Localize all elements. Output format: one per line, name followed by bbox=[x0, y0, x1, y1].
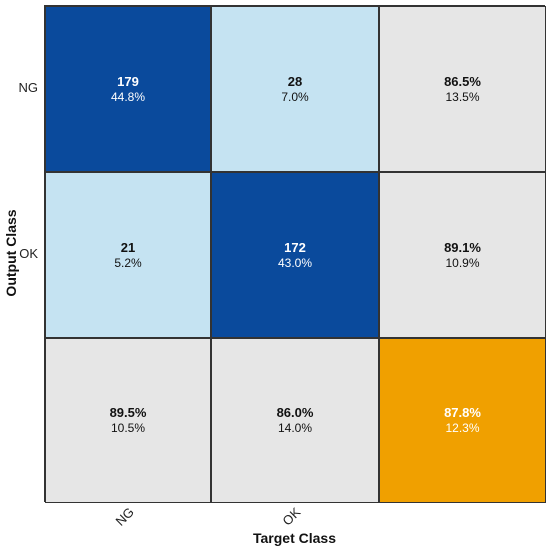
cell-count: 172 bbox=[284, 239, 306, 255]
matrix-cell-r0-c0: 179 44.8% bbox=[45, 6, 211, 172]
cell-count: 87.8% bbox=[444, 405, 481, 420]
cell-count: 89.1% bbox=[444, 239, 481, 255]
cell-percent: 5.2% bbox=[114, 255, 142, 270]
row-tick-label-0: NG bbox=[18, 80, 39, 95]
cell-percent: 43.0% bbox=[277, 255, 313, 270]
matrix-cell-r1-c2: 89.1% 10.9% bbox=[379, 172, 546, 338]
cell-count: 21 bbox=[120, 239, 136, 255]
cell-count: 28 bbox=[287, 73, 303, 89]
confusion-matrix-grid: 179 44.8% 28 7.0% 86.5% 13.5% 21 5.2% 172 43.0% 89… bbox=[44, 5, 546, 503]
cell-percent: 12.3% bbox=[445, 421, 480, 435]
matrix-cell-r2-c1: 86.0% 14.0% bbox=[211, 338, 379, 503]
cell-count: 86.5% bbox=[444, 73, 481, 89]
col-tick-label-0: NG bbox=[112, 504, 137, 529]
col-tick-label-1: OK bbox=[279, 504, 304, 529]
matrix-cell-r1-c0: 21 5.2% bbox=[45, 172, 211, 338]
matrix-cell-r0-c1: 28 7.0% bbox=[211, 6, 379, 172]
cell-percent: 14.0% bbox=[277, 421, 313, 435]
matrix-cell-r2-c0: 89.5% 10.5% bbox=[45, 338, 211, 503]
cell-count: 86.0% bbox=[276, 405, 314, 420]
cell-percent: 13.5% bbox=[445, 89, 480, 104]
cell-count: 179 bbox=[117, 73, 139, 89]
matrix-cell-r0-c2: 86.5% 13.5% bbox=[379, 6, 546, 172]
y-axis-label: Output Class bbox=[3, 209, 19, 297]
x-axis-label: Target Class bbox=[253, 530, 336, 546]
matrix-cell-r1-c1: 172 43.0% bbox=[211, 172, 379, 338]
row-tick-label-1: OK bbox=[19, 246, 38, 261]
cell-percent: 10.5% bbox=[110, 421, 146, 435]
matrix-cell-r2-c2: 87.8% 12.3% bbox=[379, 338, 546, 503]
cell-percent: 44.8% bbox=[110, 89, 146, 104]
cell-percent: 7.0% bbox=[281, 89, 309, 104]
cell-count: 89.5% bbox=[109, 405, 147, 420]
cell-percent: 10.9% bbox=[445, 255, 480, 270]
